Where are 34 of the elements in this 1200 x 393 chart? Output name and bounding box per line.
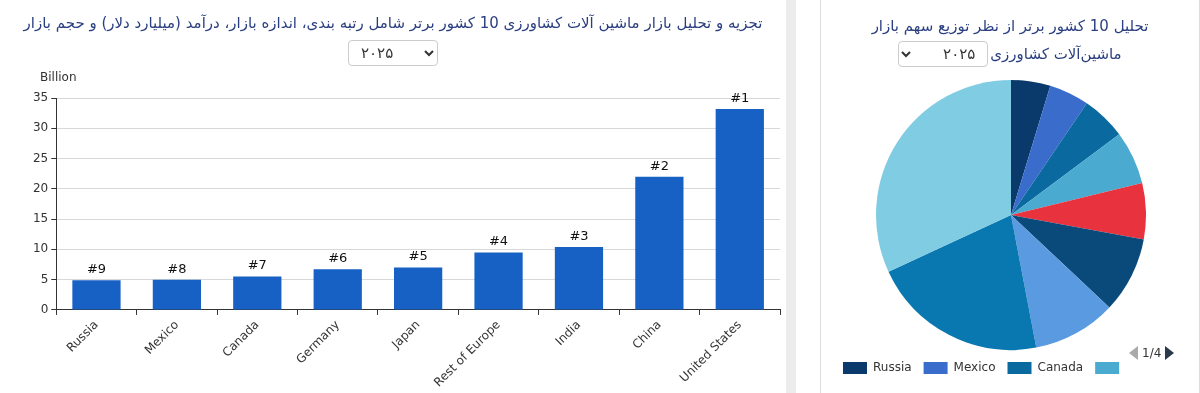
bar bbox=[715, 108, 764, 310]
chart-title: تجزیه و تحلیل بازار ماشین آلات کشاورزی 10 کشور برتر شامل رتبه بندی، اندازه بازار، درآمد (میلیارد دلار) و حجم بازار bbox=[22, 14, 764, 32]
bar bbox=[474, 252, 523, 310]
y-tick-label: 15 bbox=[32, 211, 49, 226]
chart-subtitle: ۲۰۲۵ bbox=[898, 41, 989, 67]
legend-label: Mexico bbox=[953, 360, 996, 375]
annotation: #8 bbox=[167, 260, 187, 276]
annotation: #9 bbox=[86, 261, 107, 277]
annotation: #5 bbox=[408, 248, 428, 264]
bar bbox=[152, 279, 202, 310]
bar bbox=[72, 280, 121, 310]
bar bbox=[554, 246, 604, 310]
bar bbox=[394, 267, 443, 310]
bar bbox=[313, 269, 362, 310]
bar bbox=[635, 176, 684, 310]
legend-label: Canada bbox=[1037, 360, 1084, 375]
annotation: #3 bbox=[569, 227, 589, 243]
legend-label: Russia bbox=[873, 360, 912, 375]
bar bbox=[233, 276, 282, 310]
annotation: #4 bbox=[488, 233, 509, 249]
annotation: #6 bbox=[328, 250, 348, 266]
y-tick-label: 30 bbox=[32, 120, 49, 135]
y-tick-label: 5 bbox=[40, 271, 49, 286]
y-tick-label: 35 bbox=[32, 90, 49, 105]
annotation: #1 bbox=[730, 89, 750, 105]
y-tick-label: 10 bbox=[32, 241, 49, 256]
chart-subtitle: ۲۰۲۵ bbox=[348, 40, 438, 66]
y-tick-label: 0 bbox=[40, 302, 49, 317]
y-tick-label: 25 bbox=[32, 150, 49, 165]
text: 1/4 bbox=[1142, 346, 1162, 360]
annotation: #7 bbox=[247, 257, 267, 273]
annotation: #2 bbox=[649, 157, 669, 173]
y-tick-label: 20 bbox=[32, 180, 49, 195]
y-axis-title: Billion bbox=[40, 70, 77, 85]
